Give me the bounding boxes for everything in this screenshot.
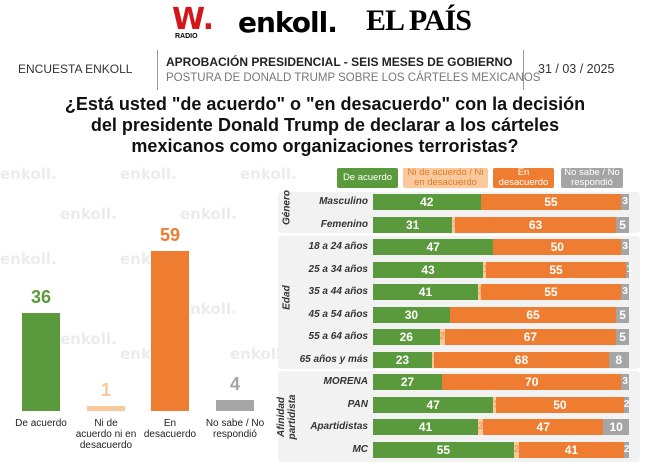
row-label: 65 años y más: [299, 354, 368, 365]
row-label: 35 a 44 años: [308, 286, 368, 298]
segment-1: 2: [513, 441, 519, 458]
segment-2: 65: [449, 306, 617, 323]
segment-2: 50: [493, 239, 622, 255]
survey-date: 31 / 03 / 2025: [538, 62, 615, 76]
segment-3: 1: [626, 261, 632, 278]
bar-category-label: De acuerdo: [15, 418, 67, 429]
segment-0: 55: [373, 441, 514, 458]
segment-2: 68: [434, 352, 609, 368]
segment-3: 10: [603, 419, 629, 436]
row-label: 45 a 54 años: [308, 308, 368, 320]
segment-3: 3: [621, 374, 629, 390]
segment-3: 5: [616, 216, 629, 233]
segment-2: 67: [444, 329, 617, 346]
segment-3: 3: [621, 239, 629, 255]
segment-1: 2: [439, 329, 445, 346]
w-radio-logo-sub: RADIO: [175, 33, 198, 40]
question: ¿Está usted "de acuerdo" o "en desacuerd…: [64, 94, 586, 156]
segment-0: 26: [373, 329, 440, 346]
segment-0: 31: [373, 216, 453, 233]
row-label: Masculino: [319, 196, 368, 207]
segment-0: 41: [373, 419, 478, 436]
segment-3: 3: [621, 284, 629, 301]
watermark: enkoll.: [60, 330, 117, 348]
row-label: Femenino: [320, 218, 368, 230]
bar-1: [87, 406, 125, 411]
segment-2: 55: [480, 194, 622, 210]
watermark: enkoll.: [0, 165, 57, 183]
segment-3: 8: [608, 352, 629, 368]
segment-3: 5: [616, 329, 629, 346]
row-label: Apartidistas: [310, 421, 368, 433]
bar-2: [151, 250, 189, 411]
segment-2: 55: [480, 284, 622, 301]
bar-value: 59: [159, 224, 181, 245]
segment-0: 27: [373, 374, 443, 390]
segment-3: 5: [616, 306, 629, 323]
segment-3: 2: [623, 441, 629, 458]
bar-0: [22, 313, 60, 411]
divider: [523, 50, 524, 90]
el-pais-logo: EL PAÍS: [366, 4, 472, 37]
segment-2: 63: [454, 216, 617, 233]
segment-1: 2: [477, 419, 484, 436]
group-label: Afinidad partidista: [276, 394, 298, 440]
row-label: 18 a 24 años: [308, 241, 368, 252]
survey-label: ENCUESTA ENKOLL: [18, 62, 133, 76]
row-label: 55 a 64 años: [308, 331, 368, 343]
header-title: APROBACIÓN PRESIDENCIAL - SEIS MESES DE …: [166, 55, 513, 69]
segment-2: 55: [485, 261, 627, 278]
row-label: PAN: [347, 398, 368, 410]
bar-value: 36: [30, 287, 52, 308]
bar-category-label: No sabe / No respondió: [205, 418, 265, 440]
watermark: enkoll.: [60, 205, 117, 223]
enkoll-logo: enkoll.: [238, 6, 338, 39]
watermark: enkoll.: [0, 250, 57, 268]
bar-value: 1: [100, 380, 111, 400]
legend-item: Ni de acuerdo / Ni en desacuerdo: [403, 168, 488, 188]
segment-0: 47: [373, 239, 494, 255]
segment-0: 42: [373, 194, 481, 210]
row-label: 25 a 34 años: [308, 263, 368, 275]
group-label: Edad: [281, 284, 293, 310]
w-radio-logo: W.: [172, 2, 215, 37]
bar-category-label: Ni de acuerdo ni en desacuerdo: [75, 418, 137, 451]
group-panel: [278, 236, 640, 369]
row-label: MC: [352, 443, 368, 455]
segment-2: 50: [495, 396, 624, 413]
group-label: Género: [281, 189, 293, 225]
segment-3: 3: [621, 194, 629, 210]
segment-2: 41: [518, 441, 624, 458]
segment-2: 47: [483, 419, 604, 436]
watermark: enkoll.: [180, 205, 237, 223]
legend-item: No sabe / No respondió: [561, 168, 623, 188]
row-label: MORENA: [323, 376, 368, 387]
legend-item: En desacuerdo: [493, 168, 554, 188]
segment-2: 70: [442, 374, 622, 390]
segment-0: 47: [373, 396, 494, 413]
bar-value: 4: [229, 374, 240, 395]
bar-category-label: En desacuerdo: [143, 418, 197, 440]
segment-0: 43: [373, 261, 484, 278]
bar-3: [216, 400, 254, 411]
watermark: enkoll.: [180, 300, 237, 318]
legend-item: De acuerdo: [337, 168, 398, 188]
header-subtitle: POSTURA DE DONALD TRUMP SOBRE LOS CÁRTEL…: [166, 72, 541, 84]
watermark: enkoll.: [240, 165, 297, 183]
segment-3: 2: [623, 396, 629, 413]
watermark: enkoll.: [230, 345, 287, 363]
watermark: enkoll.: [120, 165, 177, 183]
segment-0: 23: [373, 352, 432, 368]
divider: [157, 50, 158, 90]
segment-0: 30: [373, 306, 450, 323]
segment-0: 41: [373, 284, 478, 301]
